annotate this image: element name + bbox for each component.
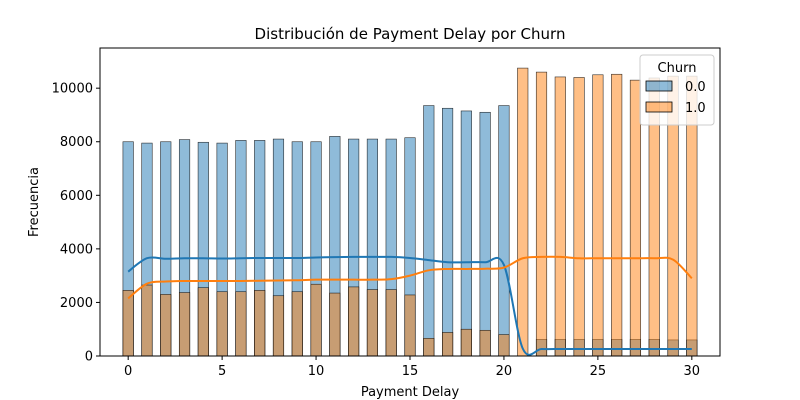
bar-series-0-x-19 <box>479 111 491 357</box>
bar-series-1-x-20 <box>498 334 510 357</box>
y-axis-label: Frecuencia <box>27 167 42 237</box>
bar-series-0-x-18 <box>460 110 472 357</box>
bar-series-1-x-16 <box>423 338 435 357</box>
bar-series-1-x-12 <box>348 286 360 357</box>
bar-series-1-x-2 <box>160 294 172 357</box>
x-tick-label: 25 <box>590 364 607 379</box>
bar-series-1-x-6 <box>235 291 247 357</box>
x-axis-label: Payment Delay <box>361 385 460 400</box>
legend-label-0: 0.0 <box>685 80 706 95</box>
legend-swatch-0 <box>645 80 673 92</box>
x-tick-label: 15 <box>402 364 419 379</box>
bar-series-0-x-20 <box>498 105 510 357</box>
y-tick-label: 0 <box>85 350 93 365</box>
bar-series-1-x-13 <box>366 289 378 357</box>
bar-series-0-x-16 <box>423 105 435 357</box>
bar-series-1-x-4 <box>197 287 209 357</box>
bar-series-1-x-17 <box>442 332 454 357</box>
y-axis: 0 2000 4000 6000 8000 10000 <box>52 82 100 365</box>
x-tick-label: 30 <box>684 364 701 379</box>
legend-label-1: 1.0 <box>685 101 706 116</box>
x-axis: 0 5 10 15 20 25 30 <box>124 356 700 379</box>
bar-series-1-x-1 <box>141 284 153 357</box>
x-tick-label: 10 <box>308 364 325 379</box>
y-tick-label: 2000 <box>60 296 93 311</box>
bar-series-1-x-5 <box>216 291 228 357</box>
kde-line-series-0 <box>127 255 692 356</box>
y-tick-label: 8000 <box>60 135 93 150</box>
bar-series-1-x-14 <box>385 289 397 357</box>
x-tick-label: 0 <box>124 364 132 379</box>
bar-series-1-x-21 <box>517 67 529 357</box>
legend-swatch-1 <box>645 101 673 113</box>
y-tick-label: 6000 <box>60 189 93 204</box>
bar-series-0-x-17 <box>442 107 454 357</box>
bar-series-1-x-3 <box>178 292 191 357</box>
bar-series-1-x-23 <box>554 76 566 357</box>
bar-series-1-x-7 <box>254 290 266 357</box>
bar-series-1-x-10 <box>310 283 322 357</box>
kde-line-series-1 <box>127 255 693 300</box>
bar-series-1-x-18 <box>460 328 472 357</box>
bar-series-1-x-25 <box>592 74 604 357</box>
bar-series-1-x-8 <box>272 295 285 357</box>
bar-series-1-x-19 <box>479 329 491 357</box>
x-tick-label: 20 <box>496 364 513 379</box>
bar-series-1-x-24 <box>573 77 585 357</box>
bar-series-1-x-0 <box>122 290 134 357</box>
bar-series-1-x-9 <box>291 291 303 357</box>
kde-layer <box>127 255 693 356</box>
chart-title: Distribución de Payment Delay por Churn <box>255 25 566 43</box>
bar-series-1-x-11 <box>329 292 341 357</box>
bar-series-1-x-26 <box>611 73 623 357</box>
bar-series-1-x-27 <box>629 79 642 357</box>
bar-series-1-x-22 <box>535 71 548 357</box>
bar-series-1-x-15 <box>404 294 416 357</box>
bars-layer <box>122 67 698 357</box>
y-tick-label: 4000 <box>60 242 93 257</box>
legend: Churn 0.0 1.0 <box>639 54 715 126</box>
x-tick-label: 5 <box>218 364 226 379</box>
y-tick-label: 10000 <box>52 82 93 97</box>
legend-title: Churn <box>658 61 697 76</box>
